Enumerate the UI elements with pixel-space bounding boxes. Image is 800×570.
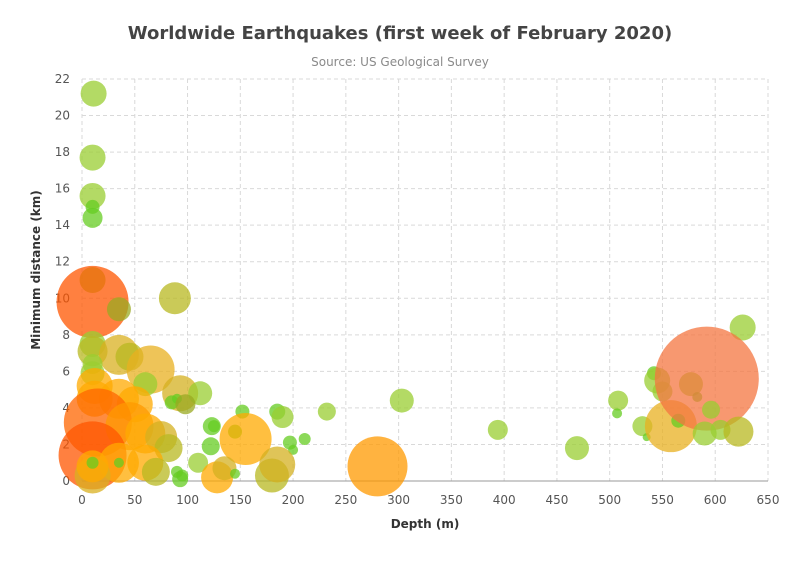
x-tick-label: 650 <box>757 493 780 507</box>
x-tick-label: 50 <box>127 493 142 507</box>
grid <box>81 78 769 482</box>
earthquake-bubble[interactable] <box>113 457 124 468</box>
x-tick-label: 350 <box>440 493 463 507</box>
earthquake-bubble[interactable] <box>188 452 209 473</box>
chart-title: Worldwide Earthquakes (first week of Feb… <box>128 23 672 44</box>
y-tick-label: 4 <box>62 401 70 415</box>
y-tick-label: 12 <box>55 255 70 269</box>
earthquake-bubble[interactable] <box>389 388 414 413</box>
earthquake-bubble[interactable] <box>158 282 191 315</box>
earthquake-bubble[interactable] <box>188 381 213 406</box>
axis-ticks: 0246810121416182022050100150200250300350… <box>55 72 780 507</box>
x-tick-label: 500 <box>598 493 621 507</box>
earthquake-bubble[interactable] <box>79 144 106 171</box>
earthquake-bubble[interactable] <box>702 400 721 419</box>
earthquake-bubble[interactable] <box>106 297 131 322</box>
earthquake-bubble[interactable] <box>82 207 103 228</box>
y-axis-label: Minimum distance (km) <box>29 190 43 350</box>
earthquake-bubble[interactable] <box>612 408 623 419</box>
earthquake-bubble[interactable] <box>723 416 754 447</box>
x-tick-label: 200 <box>282 493 305 507</box>
x-tick-label: 100 <box>176 493 199 507</box>
y-tick-label: 20 <box>55 109 70 123</box>
x-tick-label: 0 <box>78 493 86 507</box>
earthquake-bubble[interactable] <box>288 444 299 455</box>
x-tick-label: 150 <box>229 493 252 507</box>
earthquake-bubble[interactable] <box>692 421 717 446</box>
earthquake-bubble[interactable] <box>79 182 106 209</box>
earthquake-bubble[interactable] <box>86 456 99 469</box>
chart-subtitle: Source: US Geological Survey <box>311 55 489 69</box>
earthquake-bubble[interactable] <box>259 446 296 483</box>
x-tick-label: 250 <box>334 493 357 507</box>
y-tick-label: 6 <box>62 364 70 378</box>
earthquake-bubble[interactable] <box>564 436 589 461</box>
y-tick-label: 18 <box>55 145 70 159</box>
earthquake-bubble[interactable] <box>317 402 336 421</box>
earthquake-bubble[interactable] <box>56 265 129 338</box>
earthquake-bubble[interactable] <box>207 420 220 433</box>
y-tick-label: 14 <box>55 218 70 232</box>
y-tick-label: 0 <box>62 474 70 488</box>
x-axis-label: Depth (m) <box>391 517 460 531</box>
x-tick-label: 450 <box>545 493 568 507</box>
earthquake-bubble[interactable] <box>729 314 756 341</box>
earthquake-bubble[interactable] <box>654 326 759 431</box>
x-tick-label: 300 <box>387 493 410 507</box>
x-tick-label: 400 <box>493 493 516 507</box>
earthquake-bubble[interactable] <box>487 419 508 440</box>
earthquake-bubble[interactable] <box>298 432 311 445</box>
y-tick-label: 8 <box>62 328 70 342</box>
y-tick-label: 16 <box>55 182 70 196</box>
earthquake-bubble[interactable] <box>608 390 629 411</box>
earthquake-bubble[interactable] <box>172 471 189 488</box>
y-tick-label: 22 <box>55 72 70 86</box>
earthquake-bubble[interactable] <box>347 436 408 497</box>
earthquake-bubble[interactable] <box>271 406 294 429</box>
earthquake-bubble[interactable] <box>219 412 272 465</box>
plot-area <box>56 80 759 497</box>
x-tick-label: 550 <box>651 493 674 507</box>
earthquake-bubble[interactable] <box>201 437 220 456</box>
earthquake-bubble[interactable] <box>230 468 241 479</box>
earthquake-bubble[interactable] <box>80 80 107 107</box>
x-tick-label: 600 <box>704 493 727 507</box>
earthquake-bubble[interactable] <box>175 394 196 415</box>
earthquake-bubble[interactable] <box>141 457 170 486</box>
